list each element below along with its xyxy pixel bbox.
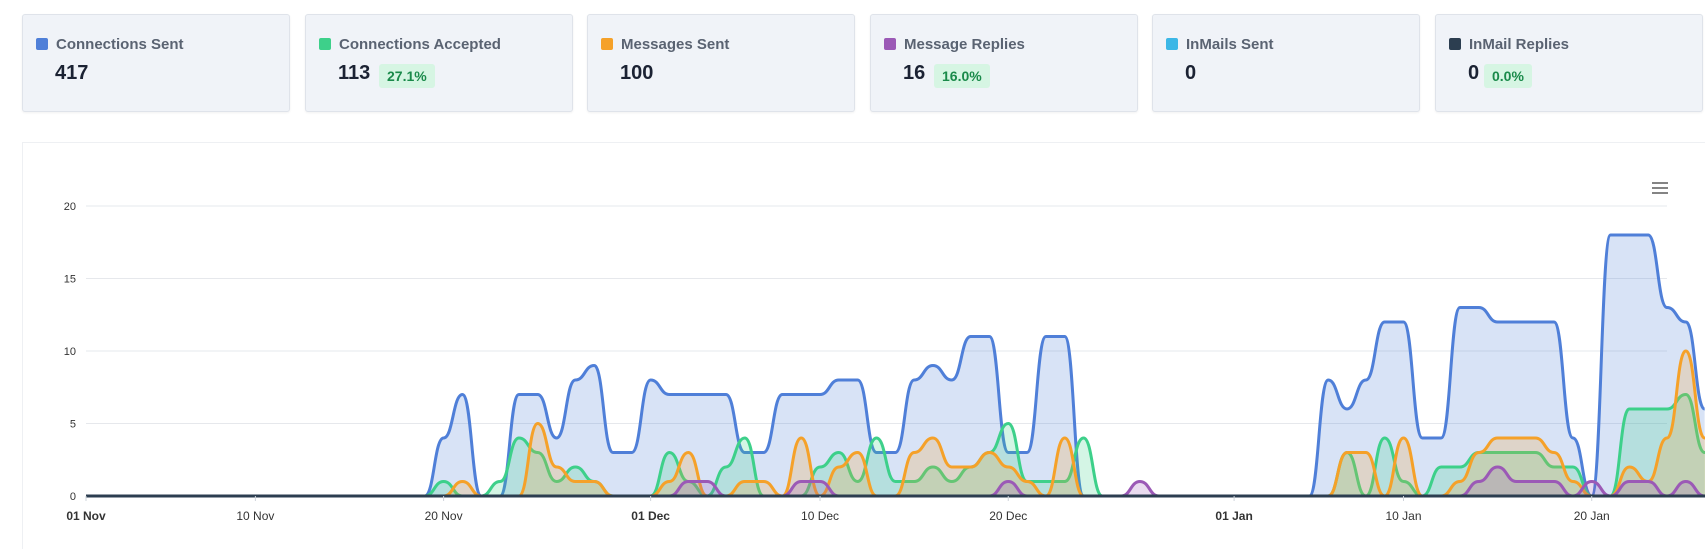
stat-card-inmails-sent: InMails Sent 0 bbox=[1152, 14, 1420, 112]
x-tick-label: 20 Jan bbox=[1574, 509, 1610, 523]
rate-badge: 27.1% bbox=[379, 64, 435, 88]
stat-value: 100 bbox=[620, 62, 654, 84]
stat-value: 0 bbox=[1185, 62, 1197, 84]
hamburger-menu-icon[interactable] bbox=[1650, 180, 1670, 196]
y-tick-label: 0 bbox=[70, 491, 76, 503]
y-tick-label: 5 bbox=[70, 419, 76, 431]
stat-card-messages-sent: Messages Sent 100 bbox=[587, 14, 855, 112]
x-tick-label: 01 Jan bbox=[1215, 509, 1252, 523]
stat-card-connections-accepted: Connections Accepted 113 27.1% bbox=[305, 14, 573, 112]
series-area bbox=[86, 235, 1705, 496]
stat-value: 417 bbox=[55, 62, 89, 84]
stat-card-message-replies: Message Replies 16 16.0% bbox=[870, 14, 1138, 112]
legend-swatch bbox=[601, 38, 613, 50]
stat-value: 0 bbox=[1468, 62, 1480, 84]
x-axis: 01 Nov 10 Nov 20 Nov 01 Dec 10 Dec 20 Dec 01 J… bbox=[66, 496, 1610, 523]
series-area bbox=[86, 467, 1705, 496]
stat-label: Connections Accepted bbox=[339, 36, 501, 53]
stat-label: Messages Sent bbox=[621, 36, 730, 53]
stat-label: InMails Sent bbox=[1186, 36, 1274, 53]
stat-label: Message Replies bbox=[904, 36, 1025, 53]
legend-swatch bbox=[36, 38, 48, 50]
x-tick-label: 10 Dec bbox=[801, 509, 839, 523]
x-tick-label: 20 Nov bbox=[425, 509, 463, 523]
x-tick-label: 01 Dec bbox=[631, 509, 670, 523]
stat-label: InMail Replies bbox=[1469, 36, 1570, 53]
chart-panel bbox=[22, 142, 1705, 549]
stat-card-connections-sent: Connections Sent 417 bbox=[22, 14, 290, 112]
y-tick-label: 15 bbox=[64, 274, 76, 286]
y-tick-label: 10 bbox=[64, 346, 76, 358]
stat-value: 16 bbox=[903, 62, 926, 84]
rate-badge: 0.0% bbox=[1484, 64, 1532, 88]
legend-swatch bbox=[1166, 38, 1178, 50]
x-tick-label: 01 Nov bbox=[66, 509, 106, 523]
x-tick-label: 10 Nov bbox=[236, 509, 274, 523]
series-connections-sent bbox=[86, 233, 1705, 498]
stat-value: 113 bbox=[338, 62, 371, 84]
x-tick-label: 10 Jan bbox=[1385, 509, 1421, 523]
legend-swatch bbox=[1449, 38, 1461, 50]
rate-badge: 16.0% bbox=[934, 64, 990, 88]
y-tick-label: 20 bbox=[64, 201, 76, 213]
legend-swatch bbox=[884, 38, 896, 50]
stat-card-inmail-replies: InMail Replies 0 0.0% bbox=[1435, 14, 1703, 112]
y-axis-ticks: 0 5 10 15 20 bbox=[64, 201, 76, 503]
stat-label: Connections Sent bbox=[56, 36, 184, 53]
legend-swatch bbox=[319, 38, 331, 50]
x-tick-label: 20 Dec bbox=[989, 509, 1027, 523]
series-group bbox=[86, 233, 1705, 498]
